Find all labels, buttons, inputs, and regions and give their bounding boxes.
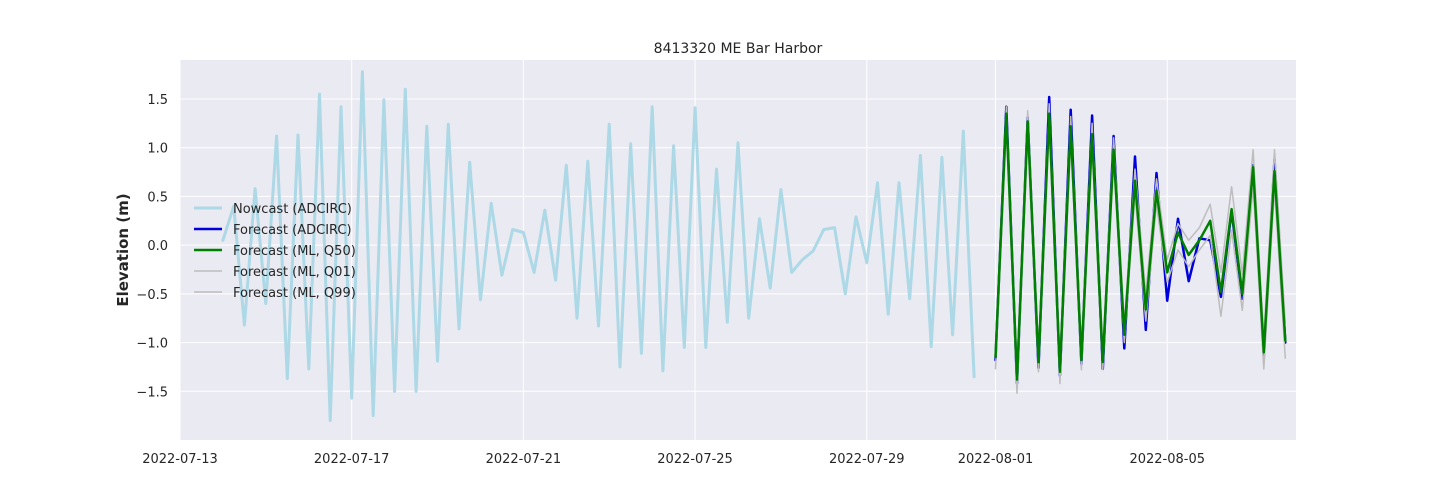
legend-label-2: Forecast (ML, Q50) <box>233 244 356 259</box>
legend-label-1: Forecast (ADCIRC) <box>233 223 352 238</box>
y-tick-label: −1.5 <box>136 385 168 400</box>
x-tick-label: 2022-07-13 <box>142 452 218 467</box>
plot-area <box>180 60 1296 440</box>
series-line-0 <box>221 70 976 422</box>
y-tick-label: −1.0 <box>136 337 168 352</box>
y-tick-label: 1.5 <box>147 93 168 108</box>
legend: Nowcast (ADCIRC) Forecast (ADCIRC) Forecas… <box>194 202 356 301</box>
y-tick-label: −0.5 <box>136 288 168 303</box>
legend-label-3: Forecast (ML, Q01) <box>233 265 356 280</box>
y-axis: −1.5 −1.0 −0.5 0.0 0.5 1.0 1.5 <box>136 93 168 400</box>
x-tick-label: 2022-08-05 <box>1129 452 1205 467</box>
legend-label-0: Nowcast (ADCIRC) <box>233 202 352 217</box>
chart-title: 8413320 ME Bar Harbor <box>654 41 823 57</box>
y-axis-label: Elevation (m) <box>114 193 132 306</box>
series-layer <box>221 70 1287 422</box>
y-tick-label: 0.0 <box>147 239 168 254</box>
legend-label-4: Forecast (ML, Q99) <box>233 286 356 301</box>
x-tick-label: 2022-07-29 <box>829 452 905 467</box>
x-axis: 2022-07-13 2022-07-17 2022-07-21 2022-07-25… <box>142 452 1205 467</box>
x-tick-label: 2022-07-21 <box>486 452 562 467</box>
x-tick-label: 2022-08-01 <box>958 452 1034 467</box>
y-tick-label: 1.0 <box>147 142 168 157</box>
x-tick-label: 2022-07-25 <box>657 452 733 467</box>
series-line-2 <box>994 112 1287 381</box>
x-tick-label: 2022-07-17 <box>314 452 390 467</box>
y-tick-label: 0.5 <box>147 190 168 205</box>
